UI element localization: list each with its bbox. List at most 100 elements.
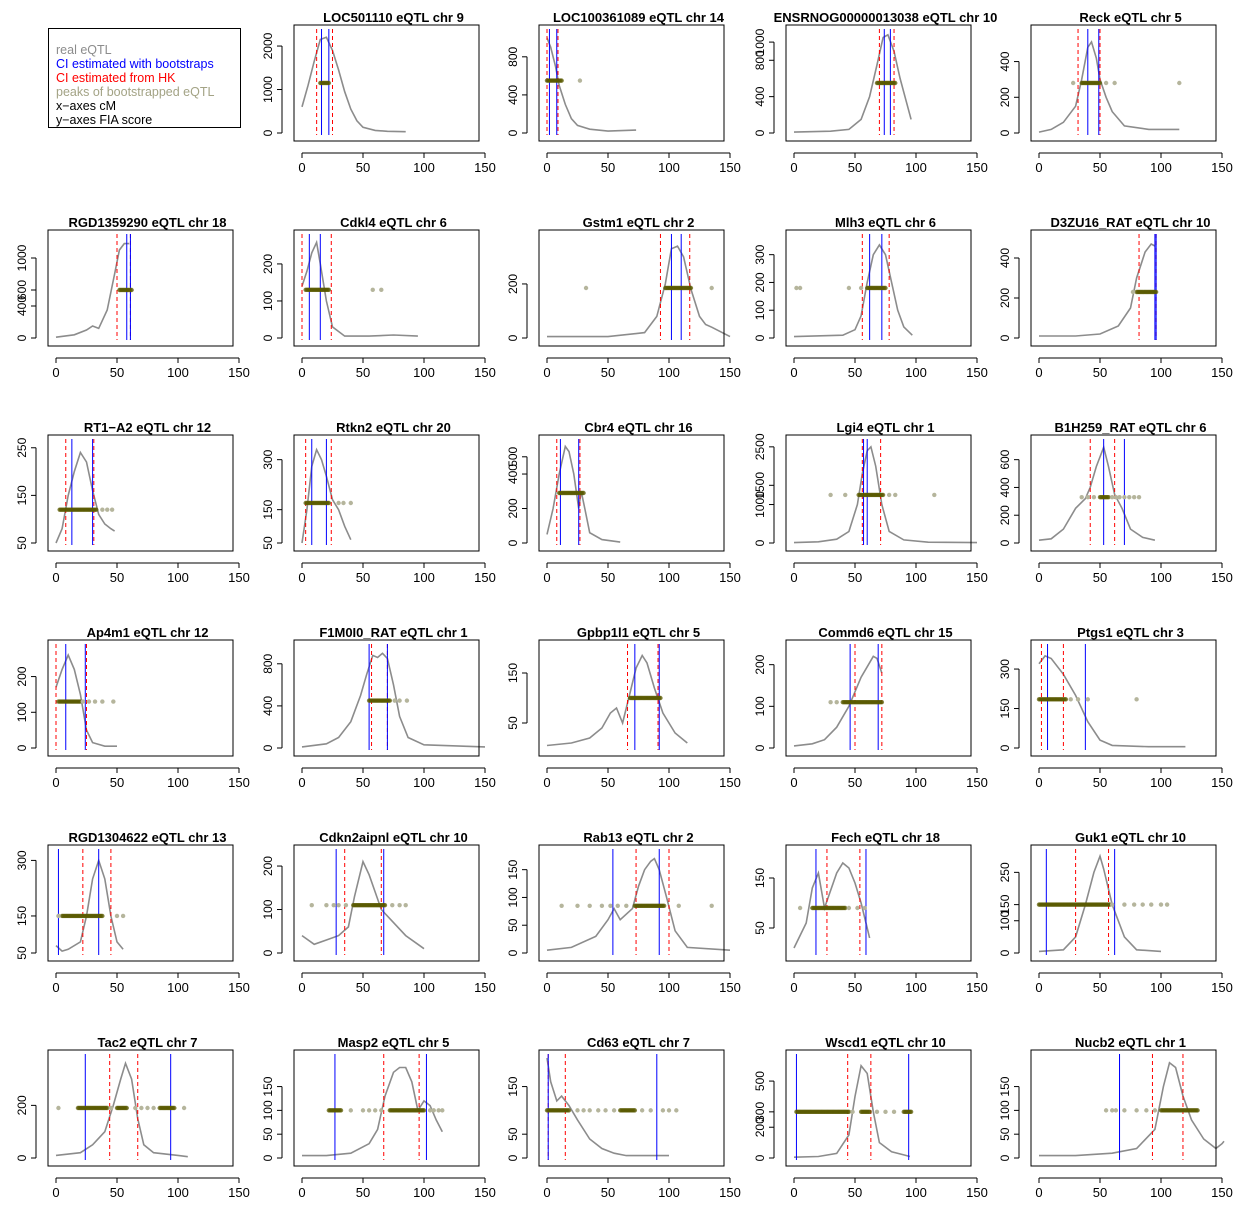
panel-11: Rtkn2 eQTL chr 20 0 50 100 150 50 150 300	[261, 420, 496, 585]
bootstrap-peak	[403, 902, 408, 908]
bootstrap-peak	[387, 698, 393, 703]
plot-frame	[785, 1049, 972, 1167]
bootstrap-peak	[1103, 1108, 1109, 1113]
bootstrap-peak	[867, 1109, 872, 1115]
y-tick-label: 50	[506, 716, 520, 730]
panel-8: Mlh3 eQTL chr 6 0 50 100 150 0 100 200 300	[753, 215, 988, 380]
bootstrap-peak	[1079, 494, 1084, 500]
y-tick-label: 800	[261, 653, 275, 673]
x-tick-label: 50	[356, 775, 370, 790]
bootstrap-peak	[1110, 902, 1115, 907]
bootstrap-peak	[1140, 902, 1145, 907]
plot-frame	[1030, 24, 1217, 142]
eqtl-curve	[301, 859, 425, 950]
eqtl-curve	[793, 655, 883, 747]
x-tick-label: 50	[1093, 1185, 1107, 1200]
bootstrap-peak	[1122, 902, 1127, 907]
bootstrap-peak	[843, 905, 848, 911]
bootstrap-peak	[331, 902, 336, 908]
x-tick-label: 150	[1211, 365, 1233, 380]
y-tick-label: 300	[998, 659, 1012, 679]
plot-frame	[293, 844, 480, 962]
y-tick-label: 150	[506, 859, 520, 879]
y-tick-label: 200	[998, 288, 1012, 308]
bootstrap-peak	[390, 902, 395, 908]
y-tick-label: 50	[506, 918, 520, 932]
bootstrap-peak	[145, 1105, 150, 1111]
x-tick-label: 150	[474, 775, 496, 790]
y-tick-label: 200	[15, 1095, 29, 1115]
x-tick-label: 50	[356, 365, 370, 380]
panel-26: Masp2 eQTL chr 5 0 50 100 150 0 50 100 150	[261, 1035, 496, 1200]
x-tick-label: 100	[413, 980, 435, 995]
x-tick-label: 150	[1211, 775, 1233, 790]
y-tick-label: 0	[753, 129, 767, 136]
x-tick-label: 100	[658, 570, 680, 585]
eqtl-curve	[301, 447, 352, 544]
plot-frame	[47, 844, 234, 962]
bootstrap-peak	[366, 1108, 372, 1113]
bootstrap-peak	[373, 1108, 378, 1113]
x-tick-label: 150	[228, 980, 250, 995]
y-tick-label: 2000	[261, 32, 275, 59]
plot-frame	[293, 24, 480, 142]
bootstrap-peak	[100, 913, 105, 919]
bootstrap-peak	[1149, 902, 1154, 907]
y-tick-label: 250	[15, 437, 29, 457]
bootstrap-peak	[1122, 494, 1127, 500]
x-tick-label: 100	[905, 160, 927, 175]
x-tick-label: 50	[356, 1185, 370, 1200]
x-tick-label: 100	[1150, 980, 1172, 995]
x-tick-label: 50	[601, 1185, 615, 1200]
x-tick-label: 50	[1093, 570, 1107, 585]
bootstrap-peak	[858, 285, 864, 291]
plot-frame	[538, 844, 725, 962]
eqtl-curve	[301, 36, 406, 133]
x-tick-label: 150	[474, 365, 496, 380]
x-tick-label: 150	[966, 980, 988, 995]
bootstrap-peak	[114, 913, 120, 919]
x-tick-label: 100	[658, 775, 680, 790]
bootstrap-peak	[883, 1109, 888, 1115]
bootstrap-peak	[1113, 1108, 1119, 1113]
x-tick-label: 150	[966, 160, 988, 175]
panel-1: LOC501110 eQTL chr 9 0 50 100 150 0 1000 2000	[261, 10, 496, 175]
bootstrap-peak	[108, 1105, 114, 1111]
y-tick-label: 100	[998, 910, 1012, 930]
x-tick-label: 0	[790, 775, 797, 790]
x-tick-label: 50	[1093, 775, 1107, 790]
bootstrap-peak	[709, 285, 714, 291]
y-tick-label: 0	[15, 744, 29, 751]
x-tick-label: 0	[543, 775, 550, 790]
bootstrap-peak	[624, 903, 629, 908]
panel-14: B1H259_RAT eQTL chr 6 0 50 100 150 0 200 400 600	[998, 420, 1233, 585]
y-tick-label: 400	[15, 296, 29, 316]
bootstrap-peak	[326, 500, 332, 506]
y-tick-label: 0	[506, 1154, 520, 1161]
panel-title: Mlh3 eQTL chr 6	[835, 215, 936, 230]
x-tick-label: 100	[658, 160, 680, 175]
panel-title: F1M0I0_RAT eQTL chr 1	[319, 625, 467, 640]
bootstrap-peak	[124, 1105, 129, 1111]
bootstrap-peak	[1144, 1108, 1149, 1113]
panel-title: D3ZU16_RAT eQTL chr 10	[1051, 215, 1211, 230]
panel-title: Reck eQTL chr 5	[1079, 10, 1181, 25]
bootstrap-peak	[129, 287, 134, 293]
x-tick-label: 100	[658, 1185, 680, 1200]
y-tick-label: 0	[506, 334, 520, 341]
bootstrap-peak	[893, 492, 898, 498]
panel-title: Tac2 eQTL chr 7	[98, 1035, 198, 1050]
bootstrap-peak	[1097, 80, 1103, 86]
y-tick-label: 0	[753, 744, 767, 751]
plot-frame	[1030, 229, 1217, 347]
bootstrap-peak	[566, 1108, 572, 1113]
bootstrap-peak	[596, 1108, 601, 1113]
x-tick-label: 150	[719, 1185, 741, 1200]
x-tick-label: 150	[1211, 160, 1233, 175]
y-tick-label: 200	[506, 498, 520, 518]
panel-title: Cd63 eQTL chr 7	[587, 1035, 690, 1050]
bootstrap-peak	[181, 1105, 187, 1111]
y-tick-label: 150	[998, 698, 1012, 718]
x-tick-label: 100	[413, 775, 435, 790]
